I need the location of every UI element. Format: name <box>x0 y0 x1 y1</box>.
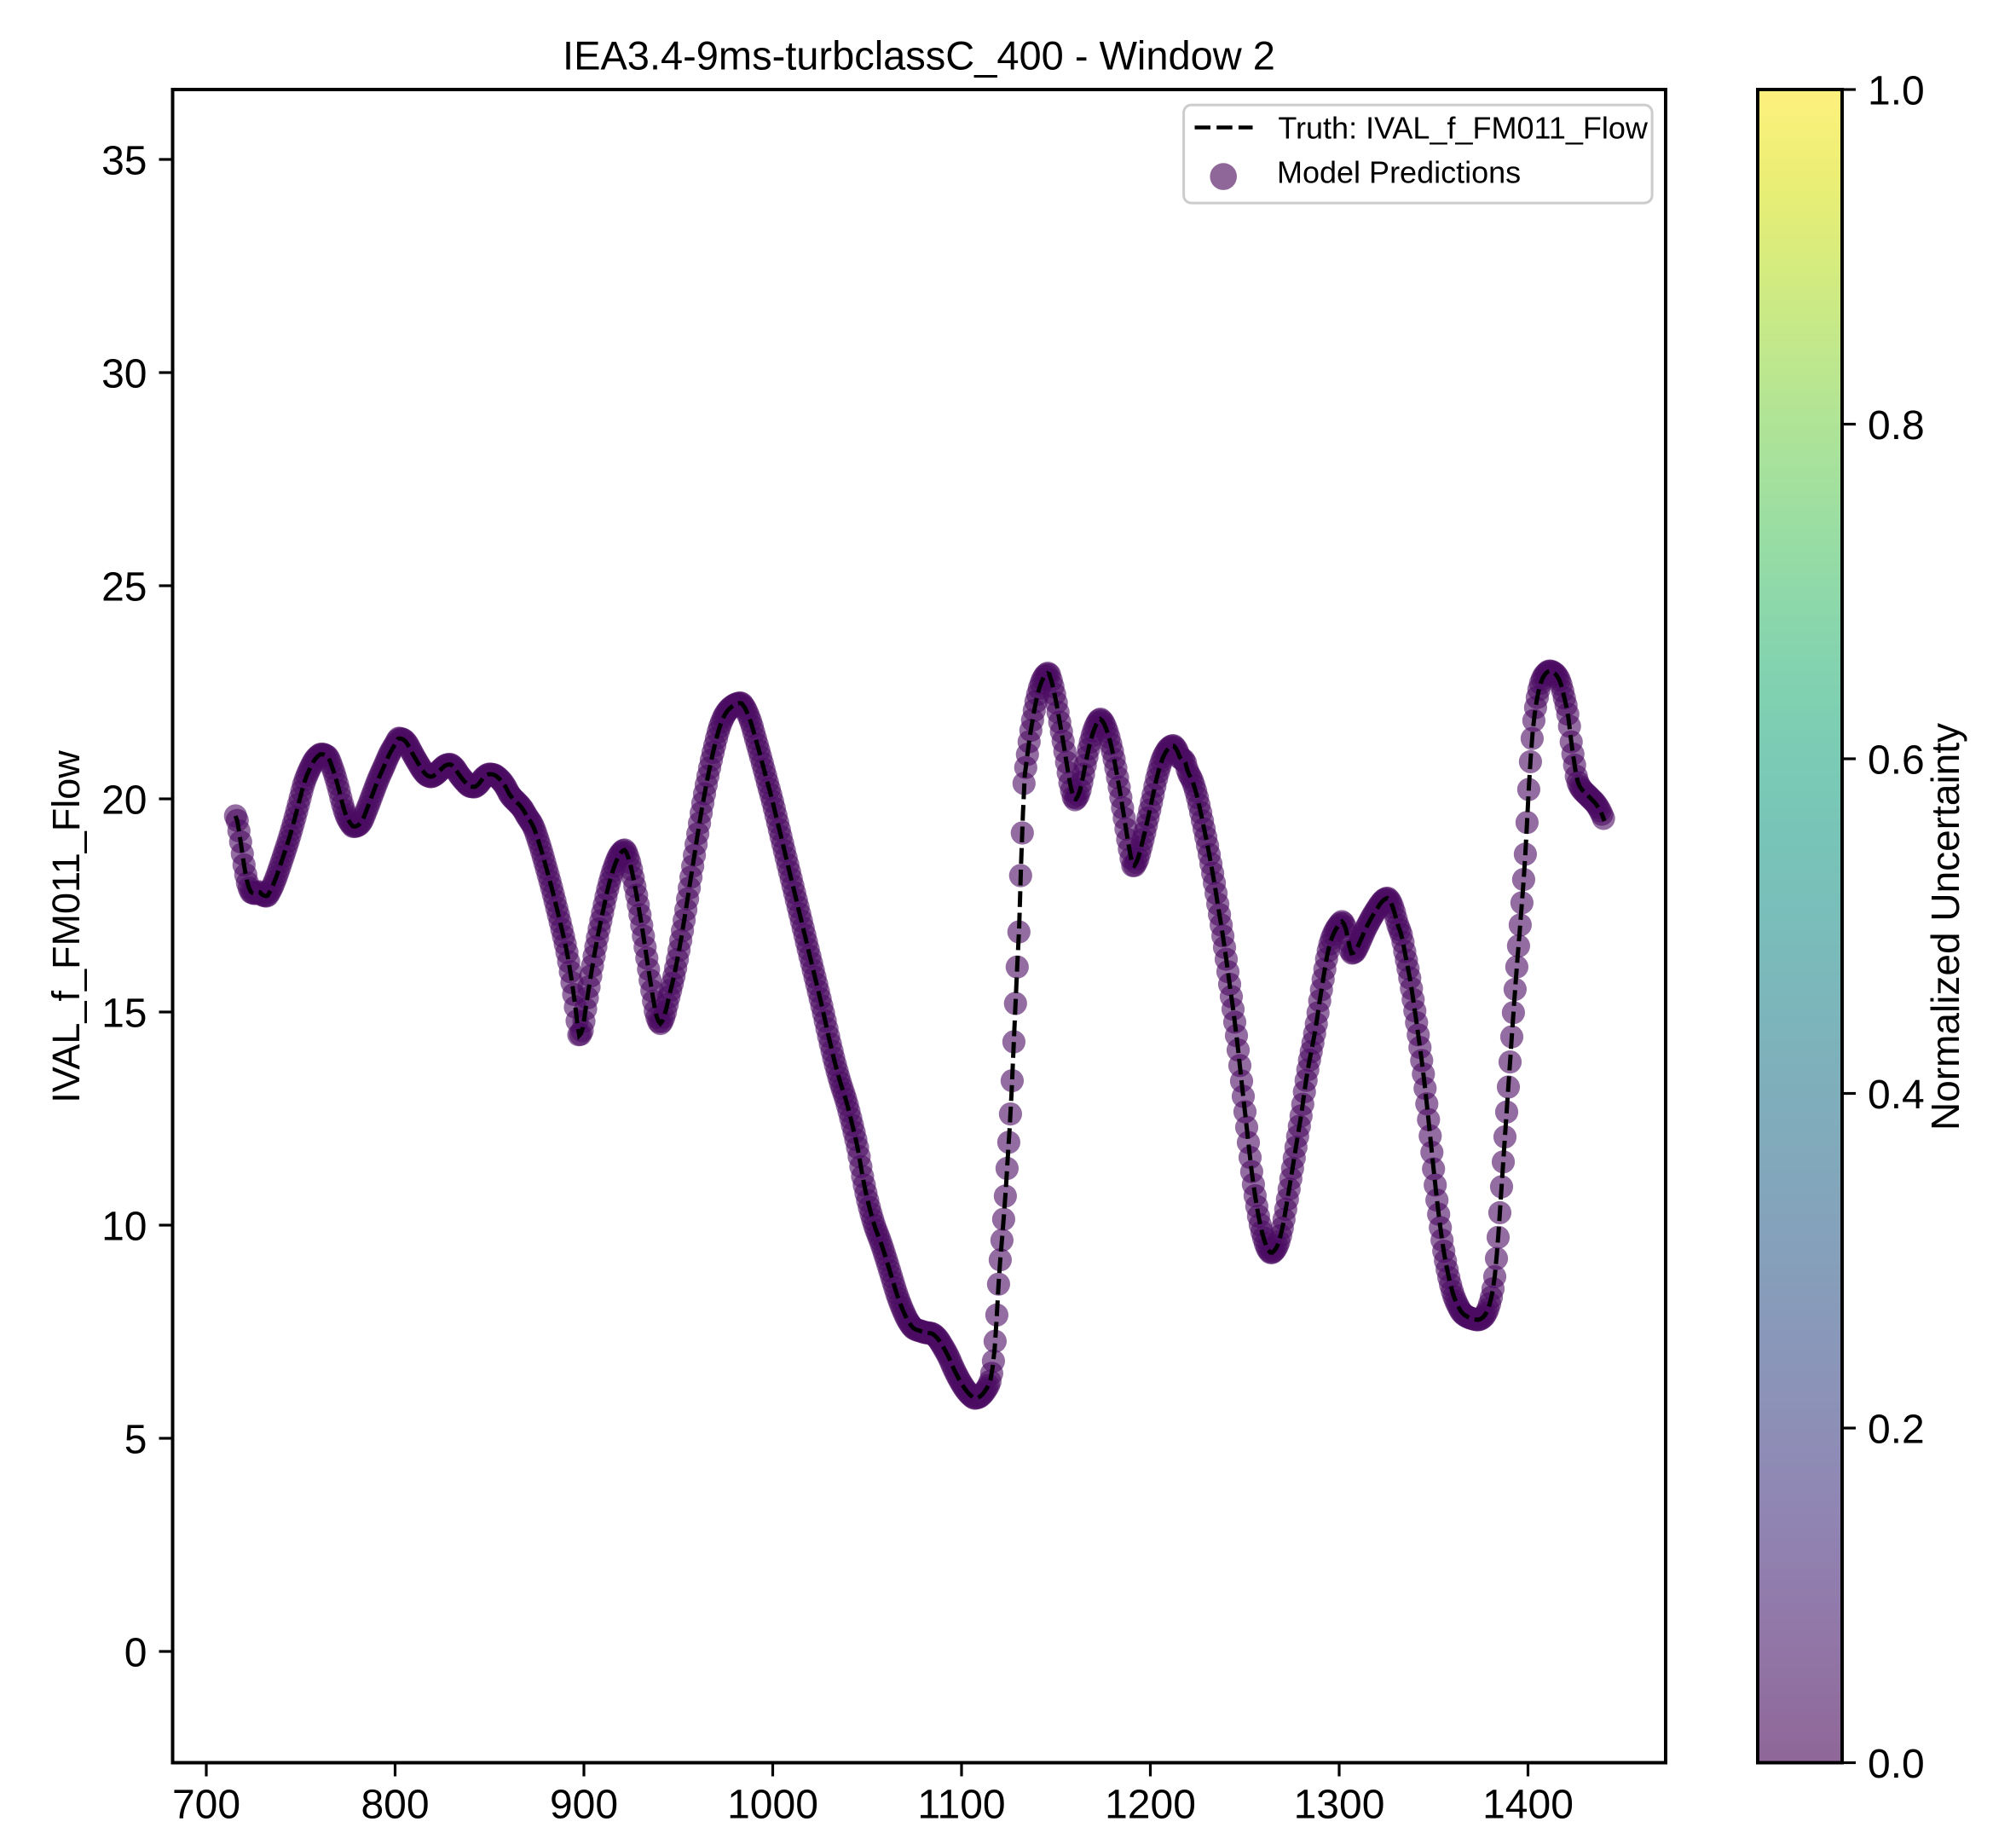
svg-text:Normalized Uncertainty: Normalized Uncertainty <box>1923 723 1967 1131</box>
svg-text:800: 800 <box>361 1783 429 1828</box>
svg-text:900: 900 <box>550 1783 618 1828</box>
svg-text:35: 35 <box>101 138 147 183</box>
svg-text:1000: 1000 <box>727 1783 818 1828</box>
svg-text:0.0: 0.0 <box>1868 1742 1925 1787</box>
svg-text:1.0: 1.0 <box>1868 68 1925 113</box>
svg-text:1100: 1100 <box>917 1783 1005 1828</box>
svg-text:0.4: 0.4 <box>1868 1073 1925 1118</box>
svg-text:30: 30 <box>101 351 147 396</box>
svg-text:15: 15 <box>101 991 147 1036</box>
svg-text:0.2: 0.2 <box>1868 1407 1925 1452</box>
svg-text:Model Predictions: Model Predictions <box>1277 154 1521 189</box>
svg-text:1400: 1400 <box>1482 1783 1574 1828</box>
svg-text:1300: 1300 <box>1294 1783 1385 1828</box>
svg-text:700: 700 <box>172 1783 240 1828</box>
svg-text:25: 25 <box>101 564 147 610</box>
svg-text:0.6: 0.6 <box>1868 737 1925 783</box>
svg-text:0: 0 <box>124 1630 147 1675</box>
svg-text:Truth: IVAL_f_FM011_Flow: Truth: IVAL_f_FM011_Flow <box>1278 111 1649 146</box>
svg-text:1200: 1200 <box>1105 1783 1196 1828</box>
svg-text:20: 20 <box>101 778 147 823</box>
svg-text:IVAL_f_FM011_Flow: IVAL_f_FM011_Flow <box>44 750 88 1103</box>
svg-text:IEA3.4-9ms-turbclassC_400 - Wi: IEA3.4-9ms-turbclassC_400 - Window 2 <box>563 33 1275 78</box>
svg-text:0.8: 0.8 <box>1868 403 1925 448</box>
svg-text:5: 5 <box>124 1417 147 1462</box>
svg-text:10: 10 <box>101 1204 147 1249</box>
